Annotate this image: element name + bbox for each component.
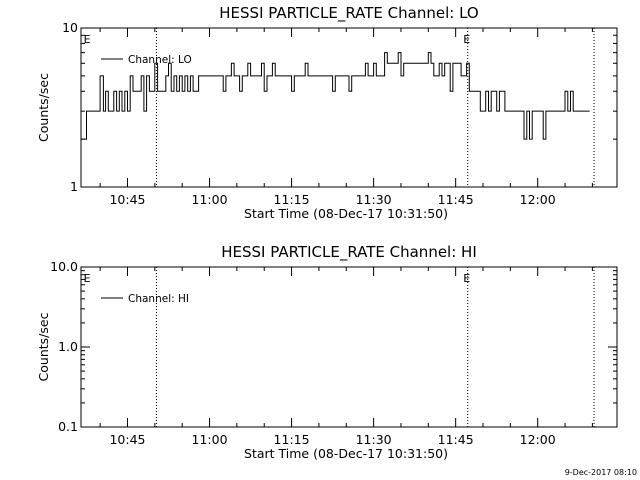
y-axis-label: Counts/sec (36, 73, 51, 142)
x-tick-label: 12:00 (520, 192, 556, 207)
chart-title: HESSI PARTICLE_RATE Channel: HI (221, 243, 477, 262)
x-tick-label: 11:45 (438, 192, 474, 207)
x-tick-label: 11:15 (274, 192, 310, 207)
plot-frame (80, 266, 618, 428)
x-tick-label: 12:00 (520, 432, 556, 447)
x-tick-label: 11:00 (192, 432, 228, 447)
x-tick-label: 11:30 (356, 192, 392, 207)
series-line (81, 52, 590, 140)
e-marker-label: E (84, 272, 91, 285)
x-tick-label: 11:30 (356, 432, 392, 447)
y-tick-label: 1 (70, 179, 78, 194)
y-tick-label: 10.0 (50, 259, 78, 274)
x-tick-label: 10:45 (109, 192, 145, 207)
x-tick-label: 11:45 (438, 432, 474, 447)
legend-label: Channel: LO (128, 54, 192, 66)
y-tick-label: 10 (62, 20, 78, 35)
chart-panel-2: HESSI PARTICLE_RATE Channel: HI 0.1 1.0 10.… (36, 243, 618, 461)
legend-label: Channel: HI (128, 293, 189, 305)
x-axis-label: Start Time (08-Dec-17 10:31:50) (244, 206, 448, 221)
y-tick-label: 1.0 (58, 339, 78, 354)
timestamp-label: 9-Dec-2017 08:10 (565, 468, 637, 477)
chart-title: HESSI PARTICLE_RATE Channel: LO (219, 4, 478, 23)
e-marker-label: E (463, 33, 470, 46)
x-axis-label: Start Time (08-Dec-17 10:31:50) (244, 446, 448, 461)
y-tick-label: 0.1 (58, 419, 78, 434)
chart-panel-1: HESSI PARTICLE_RATE Channel: LO 1 10 10:45 1… (36, 4, 618, 221)
plot-frame (80, 27, 618, 188)
x-tick-label: 11:15 (274, 432, 310, 447)
e-marker-label: E (463, 272, 470, 285)
y-axis-label: Counts/sec (36, 312, 51, 381)
x-tick-label: 10:45 (109, 432, 145, 447)
e-marker-label: E (84, 33, 91, 46)
x-tick-label: 11:00 (192, 192, 228, 207)
